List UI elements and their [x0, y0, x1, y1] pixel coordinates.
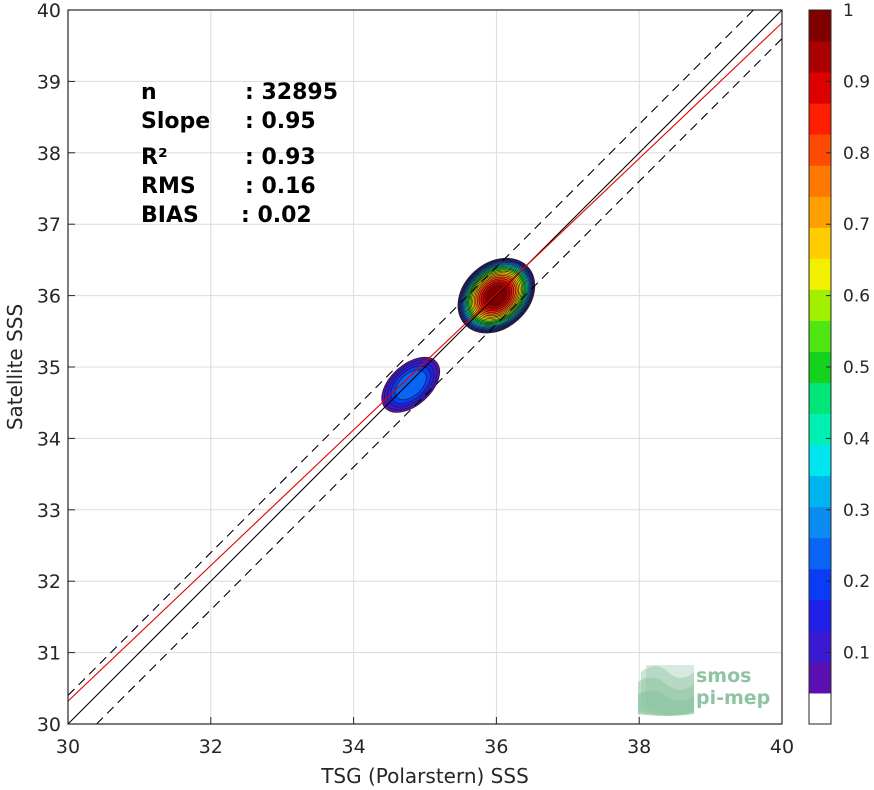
- colorbar-segment: [809, 165, 831, 197]
- grid: [67, 9, 783, 725]
- stat-n-value: : 32895: [245, 80, 338, 105]
- colorbar-segment: [809, 134, 831, 166]
- stat-slope-label: Slope: [141, 109, 210, 134]
- stat-n-label: n: [141, 80, 157, 105]
- colorbar-segment: [809, 537, 831, 570]
- x-tick-label: 36: [484, 736, 508, 758]
- colorbar-tick-label: 0.6: [843, 287, 870, 307]
- colorbar-segment: [809, 72, 831, 104]
- y-axis-label: Satellite SSS: [3, 304, 27, 430]
- colorbar-segment: [809, 444, 831, 477]
- stat-bias-value: : 0.02: [241, 203, 312, 228]
- x-tick-label: 40: [770, 736, 794, 758]
- colorbar-tick-label: 0.1: [843, 644, 870, 664]
- y-tick-label: 38: [37, 143, 61, 165]
- upper-bound-line: [67, 9, 754, 696]
- colorbar-tick-label: 0.8: [843, 144, 870, 164]
- y-tick-label: 37: [37, 214, 61, 236]
- colorbar-segment: [809, 10, 831, 42]
- colorbar-segment: [809, 568, 831, 601]
- x-tick-label: 32: [199, 736, 223, 758]
- colorbar-tick-label: 1: [843, 1, 854, 21]
- stat-rms-value: : 0.16: [245, 174, 316, 199]
- colorbar-tick-label: 0.7: [843, 215, 870, 235]
- reference-lines: [67, 9, 783, 725]
- colorbar-segment: [809, 475, 831, 508]
- x-axis-label: TSG (Polarstern) SSS: [320, 764, 529, 788]
- logo-line2: pi-mep: [696, 687, 770, 709]
- y-tick-label: 36: [37, 286, 61, 308]
- y-tick-label: 34: [37, 428, 61, 450]
- colorbar-segment: [809, 692, 831, 725]
- lower-bound-line: [96, 38, 783, 725]
- y-tick-label: 31: [37, 643, 61, 665]
- colorbar-segment: [809, 630, 831, 663]
- stat-r2-value: : 0.93: [245, 145, 316, 170]
- logo-line1: smos: [696, 665, 751, 687]
- colorbar-segment: [809, 258, 831, 290]
- colorbar-segment: [809, 413, 831, 446]
- density-cluster-2: [381, 356, 441, 413]
- y-tick-label: 33: [37, 500, 61, 522]
- colorbar-segment: [809, 351, 831, 384]
- y-tick-label: 30: [37, 714, 61, 736]
- stat-bias-label: BIAS: [141, 203, 199, 228]
- one-to-one-line: [67, 9, 783, 725]
- colorbar-tick-label: 0.2: [843, 572, 870, 592]
- logo-wave-icon: [638, 665, 694, 716]
- colorbar-segment: [809, 227, 831, 259]
- x-tick-label: 38: [627, 736, 651, 758]
- colorbar-tick-label: 0.5: [843, 358, 870, 378]
- y-axis: 30 31 32 33 34 35 36 37 38 39 40: [37, 0, 75, 736]
- stat-r2-label: R²: [141, 145, 168, 170]
- x-tick-label: 30: [56, 736, 80, 758]
- colorbar-tick-label: 0.3: [843, 501, 870, 521]
- colorbar-segment: [809, 41, 831, 73]
- y-tick-label: 40: [37, 0, 61, 22]
- colorbar-tick-label: 0.4: [843, 429, 870, 449]
- stat-slope-value: : 0.95: [245, 109, 316, 134]
- colorbar-segment: [809, 103, 831, 135]
- density-level-5: [394, 369, 427, 400]
- colorbar-segment: [809, 196, 831, 228]
- y-tick-label: 39: [37, 71, 61, 93]
- colorbar-segment: [809, 661, 831, 694]
- colorbar: 0.1 0.2 0.3 0.4 0.5 0.6 0.7 0.8 0.9 1: [808, 1, 870, 725]
- colorbar-tick-label: 0.9: [843, 72, 870, 92]
- stat-rms-label: RMS: [141, 174, 196, 199]
- stats-box: n : 32895 Slope : 0.95 R² : 0.93 RMS : 0…: [141, 80, 338, 228]
- colorbar-segment: [809, 320, 831, 352]
- y-tick-label: 32: [37, 571, 61, 593]
- colorbar-segment: [809, 599, 831, 632]
- x-axis: 30 32 34 36 38 40: [56, 717, 794, 758]
- y-tick-label: 35: [37, 357, 61, 379]
- colorbar-segment: [809, 506, 831, 539]
- x-tick-label: 34: [342, 736, 366, 758]
- smos-pi-mep-logo: smos pi-mep: [638, 665, 770, 716]
- colorbar-segment: [809, 289, 831, 321]
- colorbar-segment: [809, 382, 831, 415]
- regression-line: [67, 22, 783, 702]
